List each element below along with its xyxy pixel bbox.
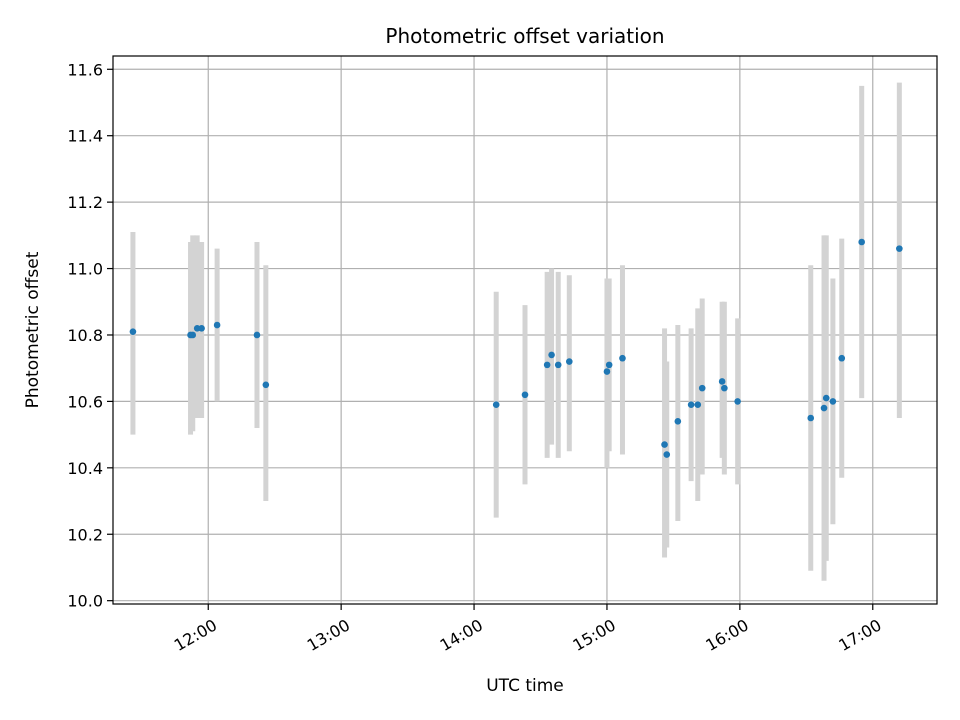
- data-point: [858, 238, 865, 246]
- data-point: [554, 361, 562, 369]
- data-point: [619, 354, 626, 362]
- y-tick-label: 10.6: [67, 392, 103, 411]
- y-tick-label: 11.6: [67, 60, 103, 79]
- data-point: [189, 331, 197, 339]
- data-point: [820, 404, 828, 412]
- y-tick-label: 10.2: [67, 525, 103, 544]
- data-point: [663, 451, 671, 458]
- data-point: [548, 351, 555, 359]
- data-points: [129, 238, 903, 458]
- data-point: [129, 328, 137, 335]
- x-axis-label: UTC time: [486, 676, 564, 696]
- grid-lines: [113, 56, 937, 604]
- data-point: [718, 378, 726, 385]
- y-tick-label: 11.4: [67, 127, 103, 146]
- data-point: [198, 325, 205, 332]
- plot-frame: [112, 55, 938, 605]
- data-point: [492, 401, 500, 409]
- data-point: [829, 398, 837, 405]
- data-point: [896, 245, 903, 252]
- data-point: [687, 401, 695, 409]
- y-tick-label: 11.2: [67, 193, 103, 212]
- data-point: [698, 384, 706, 392]
- y-tick-label: 10.8: [67, 326, 103, 345]
- data-point: [822, 394, 830, 402]
- data-point: [566, 358, 573, 365]
- data-point: [674, 418, 682, 425]
- chart-title: Photometric offset variation: [385, 24, 664, 48]
- data-point: [543, 361, 551, 369]
- y-tick-label: 10.0: [67, 592, 103, 611]
- data-point: [661, 441, 668, 448]
- y-tick-label: 10.4: [67, 459, 103, 478]
- y-axis-label: Photometric offset: [23, 251, 43, 408]
- data-point: [521, 391, 529, 399]
- data-point: [721, 384, 728, 392]
- data-point: [603, 368, 611, 375]
- y-tick-label: 11.0: [67, 260, 103, 279]
- data-point: [605, 361, 613, 369]
- data-point: [694, 401, 702, 409]
- data-point: [838, 354, 846, 362]
- data-point: [734, 398, 741, 405]
- data-point: [807, 414, 815, 422]
- data-point: [253, 331, 261, 339]
- data-point: [262, 381, 270, 389]
- data-point: [213, 321, 221, 329]
